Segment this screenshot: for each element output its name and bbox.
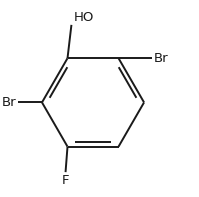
Text: F: F: [62, 174, 69, 187]
Text: Br: Br: [2, 96, 17, 109]
Text: HO: HO: [73, 11, 94, 24]
Text: Br: Br: [154, 52, 169, 65]
